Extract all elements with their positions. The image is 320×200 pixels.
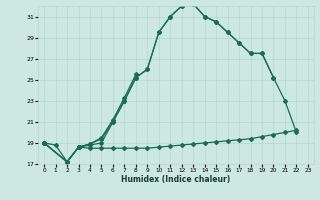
X-axis label: Humidex (Indice chaleur): Humidex (Indice chaleur) [121, 175, 231, 184]
